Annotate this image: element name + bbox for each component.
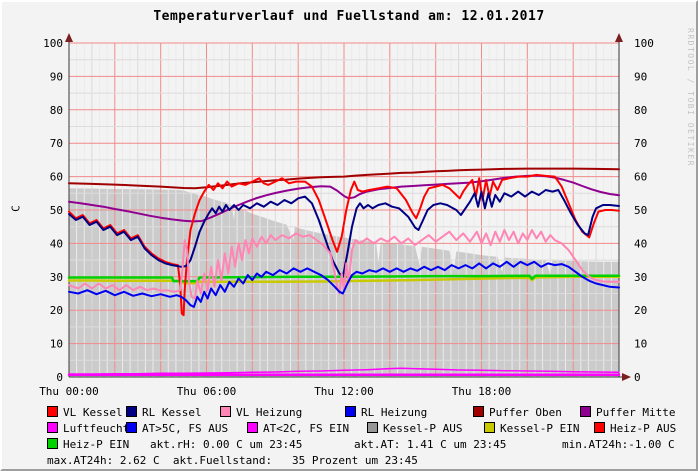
svg-text:60: 60 [634,171,647,184]
stat-min-at24h: min.AT24h:-1.00 C [562,438,675,451]
legend-swatch [594,422,605,433]
series-kessel-p-ein [67,275,621,285]
legend-item-puffer-mitte: Puffer Mitte [580,406,675,419]
svg-text:0: 0 [56,371,63,384]
svg-text:Thu 12:00: Thu 12:00 [314,385,374,398]
stat-akt-rh: akt.rH: 0.00 C um 23:45 [150,438,303,451]
svg-text:90: 90 [634,70,647,83]
svg-text:20: 20 [634,304,647,317]
rrdtool-watermark: RRDTOOL / TOBI OETIKER [686,28,695,167]
svg-text:30: 30 [634,271,647,284]
svg-text:80: 80 [50,104,63,117]
svg-text:80: 80 [634,104,647,117]
legend-item-kessel-p-aus: Kessel-P AUS [367,422,462,435]
svg-text:100: 100 [43,37,63,50]
series-at-unter-2c [68,367,620,375]
svg-text:60: 60 [50,171,63,184]
legend-item-luftfeuchte: Luftfeuchte [47,422,136,435]
svg-text:20: 20 [50,304,63,317]
legend: VL Kessel RL Kessel VL Heizung RL Heizung Pu… [2,404,696,469]
svg-text:Thu 00:00: Thu 00:00 [39,385,99,398]
svg-text:70: 70 [634,137,647,150]
page-title: Temperaturverlauf und Fuellstand am: 12.… [153,9,545,24]
series-puffer-oben [68,167,620,190]
stat-max-at24h-fuellstand: max.AT24h: 2.62 C akt.Fuellstand: 35 Pro… [47,454,418,467]
legend-item-rl-kessel: RL Kessel [126,406,202,419]
legend-item-at-2c-fs-ein: AT<2C, FS EIN [247,422,349,435]
legend-swatch [367,422,378,433]
series-vl-kessel [68,173,620,317]
svg-text:30: 30 [50,271,63,284]
svg-text:70: 70 [50,137,63,150]
svg-text:90: 90 [50,70,63,83]
stat-akt-at: akt.AT: 1.41 C um 23:45 [354,438,507,451]
y-axis-unit-label: C [9,205,23,212]
legend-swatch [47,422,58,433]
legend-swatch [580,406,591,417]
series-rl-heizung [68,260,620,308]
chart-svg: 0 0 10 10 20 20 30 30 40 40 50 50 60 60 70 70 80 80 90 90 10… [39,33,654,398]
legend-swatch [47,406,58,417]
svg-text:10: 10 [634,338,647,351]
legend-item-rl-heizung: RL Heizung [345,406,427,419]
grid [69,42,619,377]
svg-text:Thu 18:00: Thu 18:00 [452,385,512,398]
legend-swatch [220,406,231,417]
y-tick-labels: 0 0 10 10 20 20 30 30 40 40 50 50 60 60 70 70 80 80 90 90 10… [43,37,654,384]
svg-text:40: 40 [50,237,63,250]
svg-text:50: 50 [50,204,63,217]
legend-item-at-5c-fs-aus: AT>5C, FS AUS [126,422,228,435]
legend-item-puffer-oben: Puffer Oben [473,406,562,419]
x-tick-labels: Thu 00:00 Thu 06:00 Thu 12:00 Thu 18:00 [39,385,511,398]
legend-item-vl-kessel: VL Kessel [47,406,123,419]
svg-text:50: 50 [634,204,647,217]
legend-swatch [247,422,258,433]
svg-text:100: 100 [634,37,654,50]
legend-swatch [345,406,356,417]
legend-item-heiz-p-ein: Heiz-P EIN [47,438,129,451]
svg-text:10: 10 [50,338,63,351]
legend-swatch [126,422,137,433]
legend-swatch [473,406,484,417]
legend-item-heiz-p-aus: Heiz-P AUS [594,422,676,435]
legend-item-kessel-p-ein: Kessel-P EIN [484,422,579,435]
legend-item-vl-heizung: VL Heizung [220,406,302,419]
series-heiz-p-ein [67,274,621,283]
svg-text:0: 0 [634,371,641,384]
svg-text:40: 40 [634,237,647,250]
svg-text:Thu 06:00: Thu 06:00 [177,385,237,398]
series-rl-kessel [68,189,620,278]
legend-swatch [484,422,495,433]
legend-swatch [126,406,137,417]
series-vl-heizung [68,229,620,300]
legend-swatch [47,438,58,449]
